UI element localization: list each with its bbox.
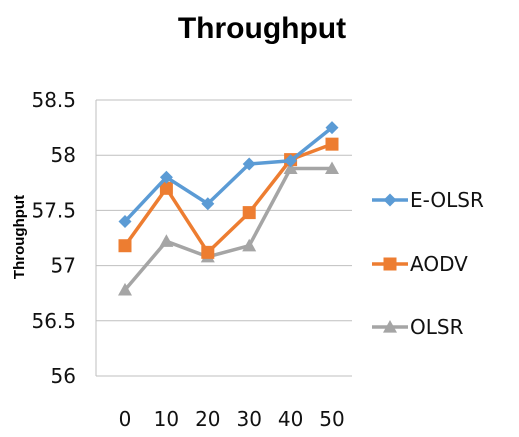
y-tick-label: 57.5 bbox=[31, 198, 76, 222]
data-point-olsr bbox=[283, 161, 298, 175]
data-point-olsr bbox=[242, 238, 257, 252]
data-point-olsr bbox=[159, 234, 174, 247]
data-point-e-olsr bbox=[284, 154, 298, 168]
legend-label: OLSR bbox=[410, 315, 464, 339]
series-aodv bbox=[118, 137, 339, 259]
series-line-olsr bbox=[123, 166, 332, 292]
data-point-aodv bbox=[159, 181, 173, 195]
legend-marker bbox=[383, 193, 397, 207]
x-tick-label: 40 bbox=[278, 407, 303, 431]
data-point-olsr bbox=[118, 282, 132, 296]
data-point-aodv bbox=[242, 206, 256, 220]
x-tick-labels: 0 10 20 30 40 50 bbox=[119, 407, 345, 431]
chart-title: Throughput bbox=[178, 12, 346, 45]
y-tick-label: 56 bbox=[51, 364, 76, 388]
y-tick-label: 57 bbox=[51, 254, 76, 278]
y-tick-label: 58.5 bbox=[31, 88, 76, 112]
series-line-aodv bbox=[123, 142, 333, 255]
x-tick-label: 10 bbox=[154, 407, 179, 431]
legend-label: E-OLSR bbox=[410, 188, 484, 212]
x-tick-label: 50 bbox=[319, 407, 344, 431]
legend-marker bbox=[383, 320, 397, 333]
gridlines bbox=[95, 99, 352, 377]
data-point-e-olsr bbox=[159, 170, 173, 184]
legend-item-olsr: OLSR bbox=[372, 315, 464, 339]
data-point-aodv bbox=[325, 137, 339, 151]
series-line-e-olsr bbox=[123, 126, 334, 223]
data-point-e-olsr bbox=[242, 157, 256, 171]
legend-marker bbox=[383, 257, 397, 271]
legend-label: AODV bbox=[410, 252, 468, 276]
y-tick-label: 56.5 bbox=[31, 309, 76, 333]
series-e-olsr bbox=[118, 121, 339, 228]
y-axis-label: Throughput bbox=[11, 195, 28, 279]
data-point-aodv bbox=[118, 239, 132, 253]
legend-item-e-olsr: E-OLSR bbox=[372, 188, 484, 212]
data-point-e-olsr bbox=[201, 197, 215, 211]
x-tick-label: 20 bbox=[195, 407, 220, 431]
y-tick-label: 58 bbox=[51, 143, 76, 167]
y-tick-labels: 56 56.5 57 57.5 58 58.5 bbox=[31, 88, 76, 388]
legend-item-aodv: AODV bbox=[372, 252, 468, 276]
data-point-e-olsr bbox=[118, 214, 132, 228]
data-point-olsr bbox=[325, 161, 339, 175]
series-group bbox=[118, 121, 339, 296]
data-point-aodv bbox=[201, 245, 215, 259]
x-tick-label: 30 bbox=[236, 407, 261, 431]
legend: E-OLSR AODV OLSR bbox=[372, 188, 484, 339]
data-point-e-olsr bbox=[325, 121, 339, 135]
x-tick-label: 0 bbox=[119, 407, 132, 431]
